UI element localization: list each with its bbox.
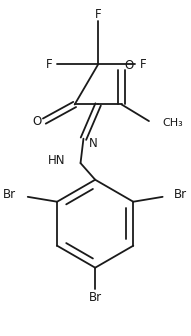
Text: O: O bbox=[125, 59, 134, 72]
Text: CH₃: CH₃ bbox=[163, 118, 183, 128]
Text: HN: HN bbox=[47, 154, 65, 167]
Text: F: F bbox=[46, 58, 53, 71]
Text: Br: Br bbox=[89, 292, 102, 304]
Text: F: F bbox=[95, 8, 101, 21]
Text: Br: Br bbox=[174, 188, 187, 201]
Text: N: N bbox=[89, 137, 98, 150]
Text: F: F bbox=[140, 58, 146, 71]
Text: O: O bbox=[32, 115, 41, 128]
Text: Br: Br bbox=[3, 188, 16, 201]
